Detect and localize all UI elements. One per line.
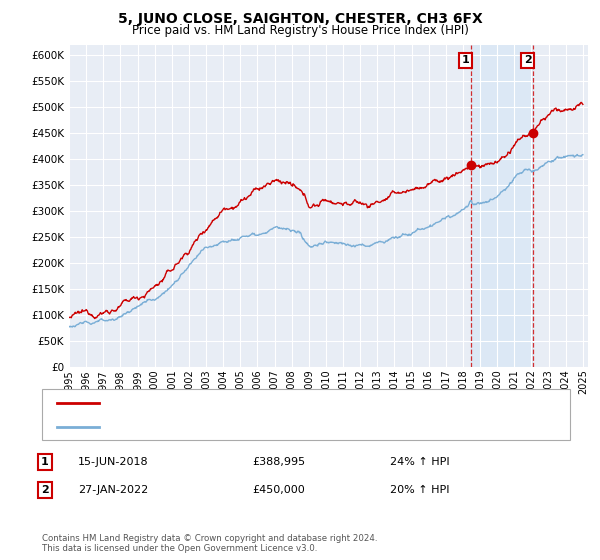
Text: Contains HM Land Registry data © Crown copyright and database right 2024.
This d: Contains HM Land Registry data © Crown c… (42, 534, 377, 553)
Text: 27-JAN-2022: 27-JAN-2022 (78, 485, 148, 495)
Text: 24% ↑ HPI: 24% ↑ HPI (390, 457, 449, 467)
Text: 20% ↑ HPI: 20% ↑ HPI (390, 485, 449, 495)
Text: 5, JUNO CLOSE, SAIGHTON, CHESTER, CH3 6FX: 5, JUNO CLOSE, SAIGHTON, CHESTER, CH3 6F… (118, 12, 482, 26)
Text: Price paid vs. HM Land Registry's House Price Index (HPI): Price paid vs. HM Land Registry's House … (131, 24, 469, 37)
Text: 1: 1 (41, 457, 49, 467)
Text: 1: 1 (461, 55, 469, 66)
Text: £450,000: £450,000 (252, 485, 305, 495)
Text: 5, JUNO CLOSE, SAIGHTON, CHESTER, CH3 6FX (detached house): 5, JUNO CLOSE, SAIGHTON, CHESTER, CH3 6F… (108, 398, 448, 408)
Text: 15-JUN-2018: 15-JUN-2018 (78, 457, 149, 467)
Text: HPI: Average price, detached house, Cheshire West and Chester: HPI: Average price, detached house, Ches… (108, 422, 443, 432)
Text: £388,995: £388,995 (252, 457, 305, 467)
Text: 2: 2 (524, 55, 532, 66)
Text: 2: 2 (41, 485, 49, 495)
Bar (470, 45, 533, 367)
